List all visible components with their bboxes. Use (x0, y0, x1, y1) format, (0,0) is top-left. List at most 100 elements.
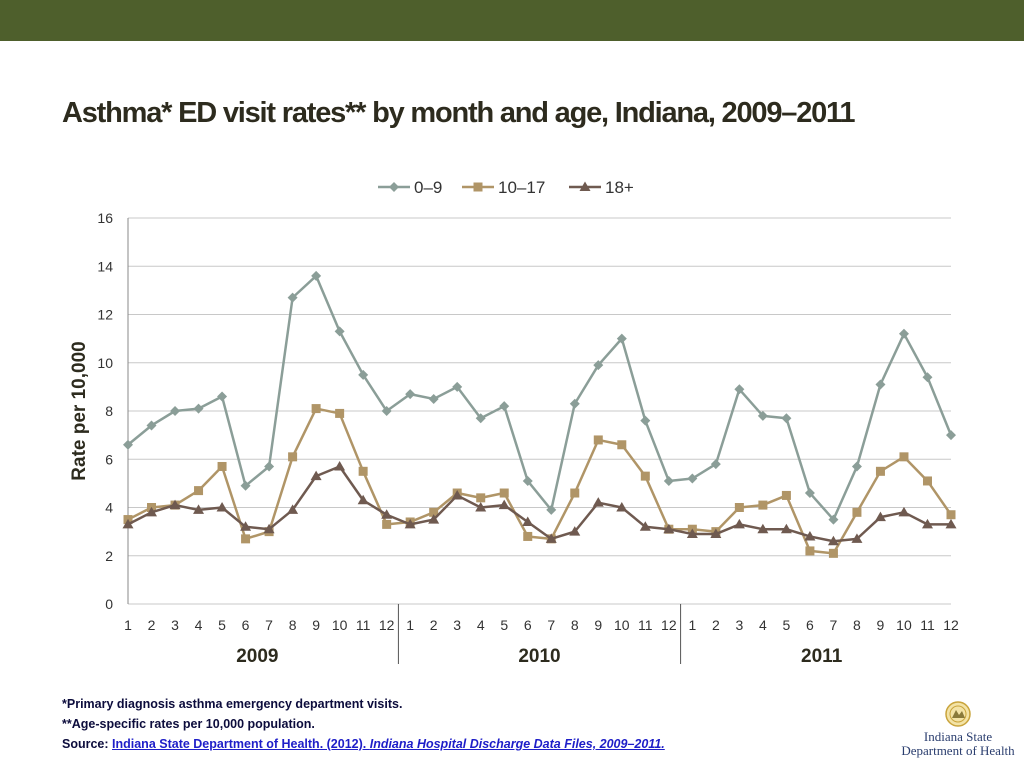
series-2 (122, 460, 957, 546)
indiana-state-seal-icon (945, 701, 971, 727)
data-point (334, 326, 345, 337)
data-point (946, 510, 956, 520)
y-tick-label: 4 (105, 500, 113, 516)
data-point (169, 499, 181, 510)
data-point (545, 533, 557, 543)
data-point (216, 502, 228, 512)
source-link[interactable]: Indiana State Department of Health. (201… (112, 737, 665, 751)
y-tick-label: 8 (105, 403, 113, 419)
data-point (217, 391, 228, 402)
data-point (781, 490, 791, 500)
x-tick-label: 8 (289, 617, 297, 633)
x-tick-label: 6 (806, 617, 814, 633)
y-tick-label: 2 (105, 548, 113, 564)
data-point (875, 379, 886, 390)
data-point (593, 360, 604, 371)
data-point (499, 488, 509, 498)
legend-marker (389, 182, 399, 192)
x-tick-label: 7 (830, 617, 838, 633)
x-tick-label: 7 (547, 617, 555, 633)
data-point (922, 372, 933, 383)
x-tick-label: 11 (356, 617, 371, 633)
data-point (287, 292, 298, 303)
data-point (828, 514, 839, 525)
data-point (311, 404, 321, 414)
data-point (428, 393, 439, 404)
x-tick-label: 10 (614, 617, 630, 633)
x-tick-label: 7 (265, 617, 273, 633)
chart-series (122, 270, 957, 558)
data-point (240, 521, 252, 531)
data-point (569, 526, 581, 536)
data-point (757, 523, 769, 534)
y-tick-label: 12 (97, 307, 113, 323)
data-point (451, 489, 463, 500)
data-point (922, 476, 932, 486)
data-point (710, 459, 721, 470)
x-tick-label: 5 (218, 617, 226, 633)
data-point (170, 406, 181, 416)
legend-marker (473, 182, 483, 192)
footnote-primary-diagnosis: *Primary diagnosis asthma emergency depa… (62, 697, 403, 711)
data-point (311, 270, 322, 281)
x-tick-label: 3 (735, 617, 743, 633)
data-point (310, 470, 322, 481)
x-tick-label: 3 (171, 617, 179, 633)
x-tick-label: 11 (920, 617, 935, 633)
data-point (851, 533, 863, 543)
series-1 (123, 404, 956, 558)
x-tick-label: 12 (661, 617, 677, 633)
series-line (127, 465, 951, 543)
data-point (640, 471, 650, 481)
legend-label: 0–9 (414, 178, 442, 197)
data-point (899, 452, 909, 462)
footnotes: *Primary diagnosis asthma emergency depa… (62, 694, 665, 754)
data-point (287, 504, 299, 514)
data-point (334, 460, 346, 471)
y-tick-label: 0 (105, 596, 113, 612)
source-link-text: Indiana State Department of Health. (201… (112, 737, 370, 751)
data-point (429, 507, 439, 517)
data-point (663, 523, 675, 534)
data-point (569, 398, 580, 409)
data-point (734, 384, 745, 395)
data-point (381, 509, 393, 519)
data-point (640, 415, 651, 426)
data-point (570, 488, 580, 498)
chart-legend: 0–9 10–17 18+ (378, 178, 634, 197)
data-point (757, 410, 768, 421)
data-point (498, 499, 510, 510)
data-point (592, 497, 604, 507)
data-point (358, 369, 369, 380)
data-point (357, 494, 369, 505)
data-point (875, 466, 885, 476)
series-0 (123, 270, 956, 525)
x-tick-label: 11 (638, 617, 653, 633)
x-tick-label: 4 (195, 617, 203, 633)
data-point (381, 406, 392, 416)
data-point (241, 534, 251, 544)
data-point (522, 475, 533, 486)
legend-label: 10–17 (498, 178, 545, 197)
data-point (193, 504, 205, 514)
data-point (827, 535, 839, 546)
legend-item: 18+ (569, 178, 634, 197)
logo-line1: Indiana State (923, 729, 993, 744)
data-point (758, 500, 768, 510)
data-point (874, 511, 886, 522)
data-point (804, 488, 815, 499)
data-point (616, 333, 627, 344)
x-tick-label: 1 (406, 617, 414, 633)
data-point (428, 514, 440, 524)
data-point (945, 518, 957, 529)
data-point (146, 506, 158, 517)
data-point (616, 502, 628, 512)
legend-item: 10–17 (462, 178, 545, 197)
year-label: 2009 (236, 646, 278, 667)
x-tick-label: 5 (783, 617, 791, 633)
data-point (639, 521, 651, 531)
data-point (146, 420, 157, 431)
x-tick-label: 6 (524, 617, 532, 633)
data-point (686, 528, 698, 539)
